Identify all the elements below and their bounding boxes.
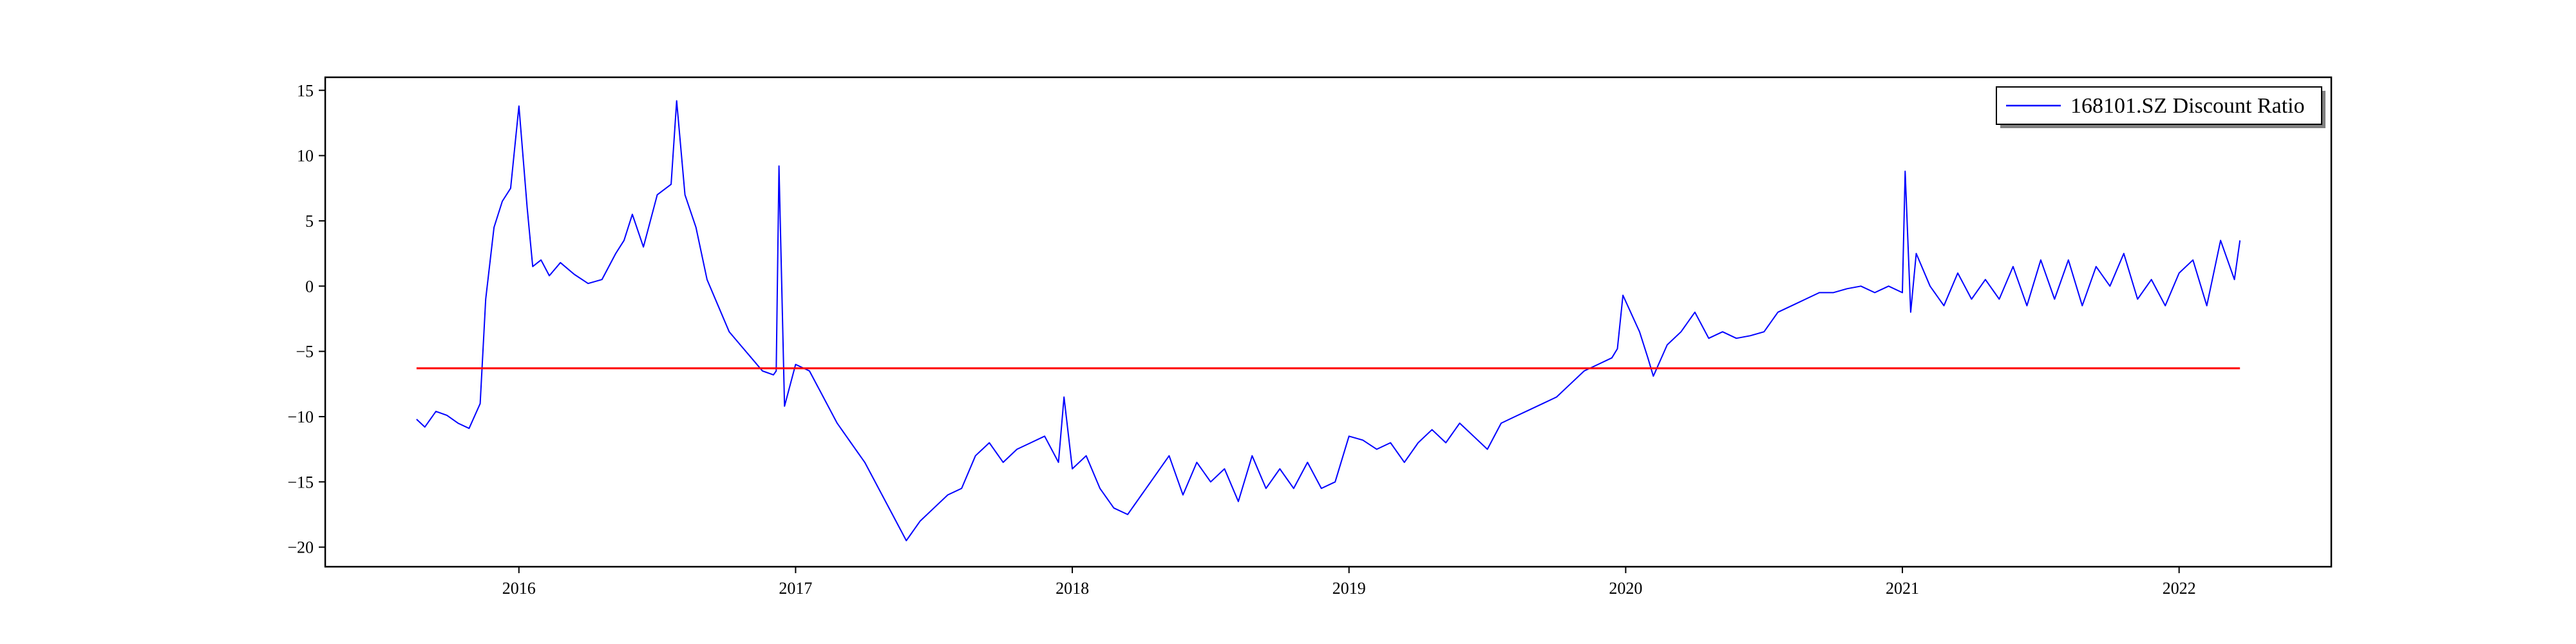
y-axis: 15 10 5 0 −5 −10 −15 −20 bbox=[287, 81, 325, 557]
series-line-discount-ratio bbox=[416, 100, 2241, 542]
x-tick-label: 2021 bbox=[1886, 579, 1919, 598]
plot-frame bbox=[324, 76, 2333, 568]
y-tick-label: −20 bbox=[287, 538, 314, 557]
plot-background bbox=[325, 77, 2331, 567]
y-tick-label: 0 bbox=[305, 277, 314, 296]
series-layer bbox=[416, 100, 2241, 542]
x-tick-label: 2022 bbox=[2163, 579, 2196, 598]
y-tick-label: −5 bbox=[296, 343, 314, 361]
y-tick-label: 10 bbox=[297, 147, 314, 166]
x-tick-label: 2018 bbox=[1056, 579, 1089, 598]
x-tick-label: 2017 bbox=[779, 579, 812, 598]
x-tick-label: 2019 bbox=[1332, 579, 1366, 598]
x-tick-label: 2016 bbox=[502, 579, 536, 598]
y-tick-label: −15 bbox=[287, 473, 314, 491]
y-tick-label: 15 bbox=[297, 81, 314, 100]
legend: 168101.SZ Discount Ratio bbox=[1996, 86, 2325, 128]
x-axis: 2016 2017 2018 2019 2020 2021 2022 bbox=[502, 567, 2196, 598]
y-tick-label: −10 bbox=[287, 408, 314, 426]
legend-label: 168101.SZ Discount Ratio bbox=[2070, 94, 2305, 118]
y-tick-label: 5 bbox=[305, 212, 314, 231]
x-tick-label: 2020 bbox=[1609, 579, 1642, 598]
